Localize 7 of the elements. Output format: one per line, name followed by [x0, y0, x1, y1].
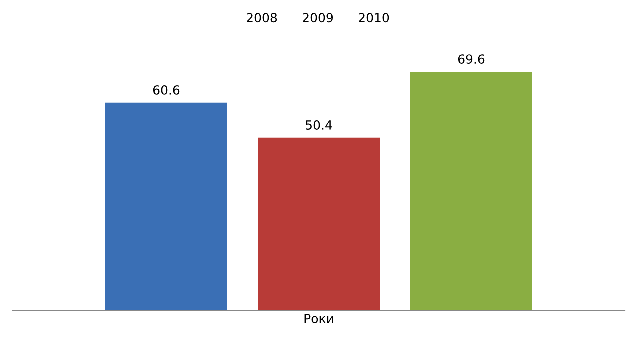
- data-label: 69.6: [458, 54, 485, 64]
- data-label: 50.4: [306, 120, 332, 130]
- text: 2010: [359, 13, 390, 23]
- text: 2008: [247, 13, 278, 23]
- x-axis-title: Роки: [304, 314, 334, 324]
- text: 2009: [303, 13, 334, 23]
- data-label: 60.6: [153, 85, 180, 95]
